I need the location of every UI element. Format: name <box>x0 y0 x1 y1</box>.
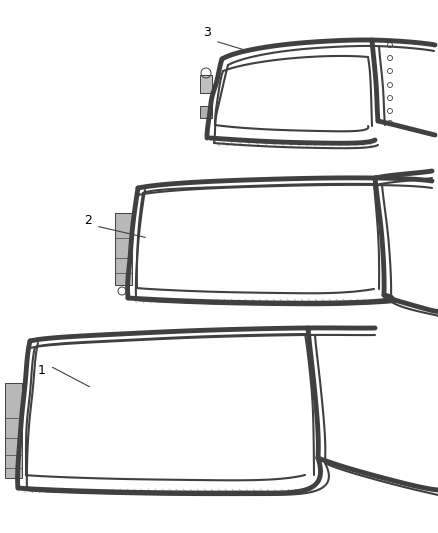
Text: 2: 2 <box>84 214 92 228</box>
Text: 1: 1 <box>38 365 46 377</box>
FancyBboxPatch shape <box>115 213 132 285</box>
FancyBboxPatch shape <box>200 75 212 93</box>
FancyBboxPatch shape <box>200 106 212 118</box>
FancyBboxPatch shape <box>5 383 22 478</box>
Text: 3: 3 <box>203 27 211 39</box>
